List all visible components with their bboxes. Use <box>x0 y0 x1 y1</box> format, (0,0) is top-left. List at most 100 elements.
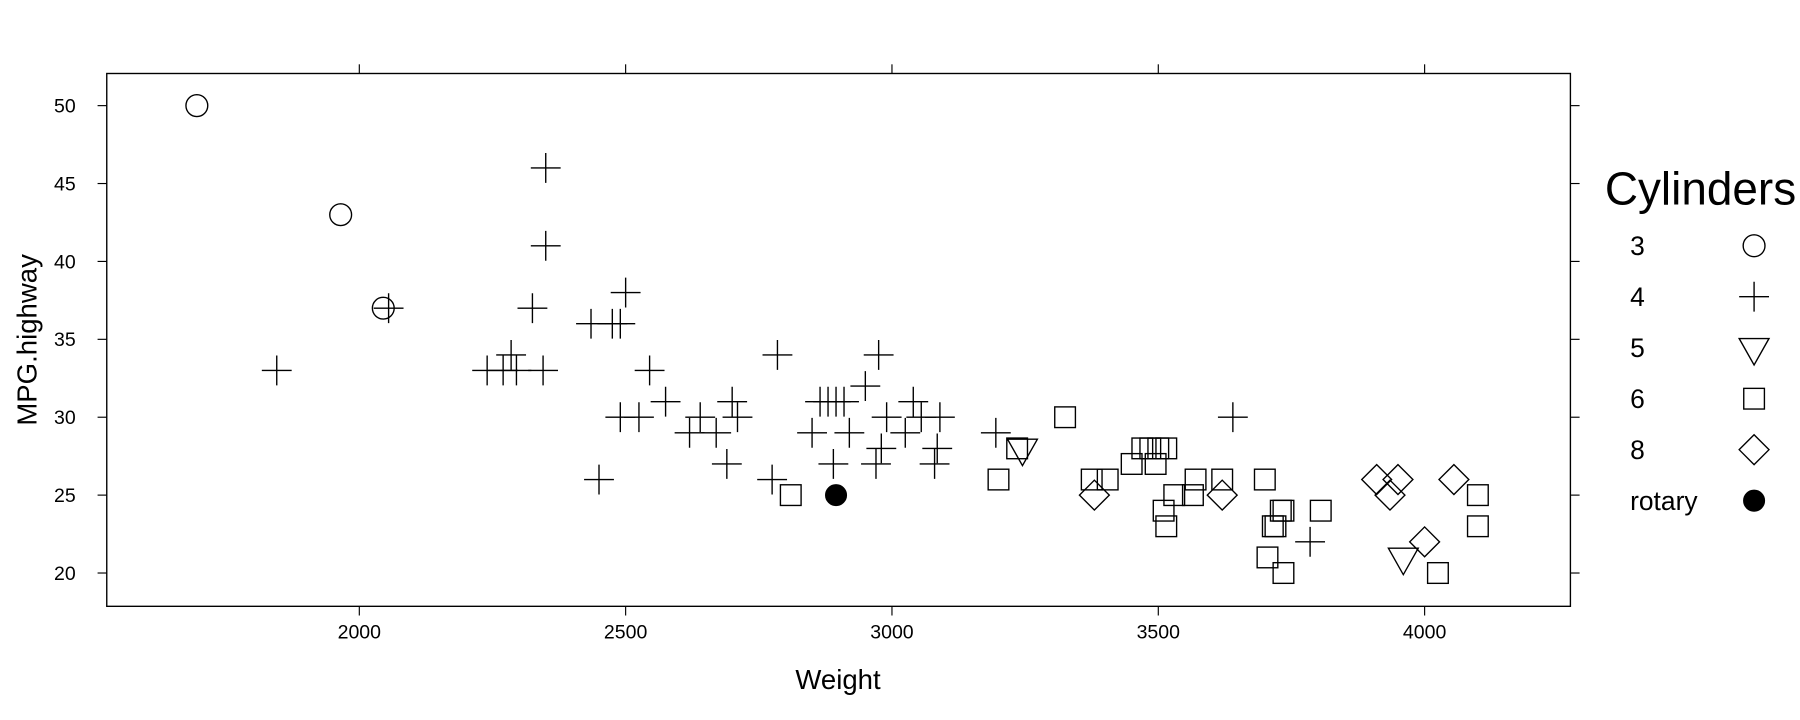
filled-circle-marker <box>825 484 848 507</box>
plus-marker <box>530 230 561 261</box>
plus-marker <box>818 449 849 479</box>
circle-marker <box>1742 234 1766 258</box>
square-marker <box>1466 484 1489 507</box>
diamond-marker <box>1438 463 1470 496</box>
plus-marker <box>717 386 748 417</box>
plus-marker <box>850 371 881 401</box>
x-axis-label: Weight <box>795 664 881 695</box>
circle-marker <box>185 94 209 118</box>
plus-marker <box>634 355 665 386</box>
plus-marker <box>722 402 753 433</box>
plus-marker <box>861 449 891 479</box>
legend-label: 5 <box>1630 333 1645 363</box>
plus-marker <box>797 417 827 448</box>
plot-frame <box>106 72 1572 608</box>
plus-marker <box>528 355 558 386</box>
square-marker <box>987 468 1010 491</box>
y-tick-label: 30 <box>54 407 76 429</box>
square-marker <box>779 484 802 507</box>
plus-marker <box>863 339 894 370</box>
y-tick-label: 25 <box>54 485 76 507</box>
triangle-down-marker <box>1387 547 1420 577</box>
square-marker <box>1211 468 1234 491</box>
y-tick-label: 45 <box>54 173 76 195</box>
plus-marker <box>605 308 636 339</box>
square-marker <box>1256 546 1279 569</box>
circle-marker <box>329 203 353 227</box>
square-marker <box>1309 499 1332 522</box>
plus-marker <box>898 386 929 417</box>
legend: Cylinders 3 4 5 6 8 rotary <box>1605 162 1796 515</box>
plus-marker <box>701 417 732 448</box>
filled-circle-marker <box>1743 489 1766 512</box>
plus-marker <box>871 402 902 433</box>
square-marker <box>1466 515 1489 538</box>
diamond-marker <box>1382 463 1414 496</box>
diamond-marker <box>1374 479 1406 512</box>
x-tick-label: 4000 <box>1403 621 1447 643</box>
square-marker <box>1272 499 1295 522</box>
x-tick-label: 3000 <box>870 621 914 643</box>
plus-marker <box>501 355 532 386</box>
square-marker <box>1155 515 1178 538</box>
triangle-down-marker <box>1006 438 1039 468</box>
x-tick-label: 2500 <box>604 621 648 643</box>
plus-marker <box>1295 526 1326 557</box>
plus-marker <box>924 402 955 433</box>
square-marker <box>1006 437 1029 460</box>
plus-marker <box>1739 281 1770 312</box>
square-marker <box>1181 484 1204 507</box>
plus-marker <box>650 386 681 417</box>
x-tick-label: 3500 <box>1137 621 1181 643</box>
y-tick-label: 20 <box>54 563 76 585</box>
plus-marker <box>922 433 953 464</box>
legend-label: rotary <box>1630 486 1698 516</box>
plus-marker <box>890 417 921 448</box>
diamond-marker <box>1078 479 1111 512</box>
plus-marker <box>919 449 950 479</box>
y-axis-label: MPG.highway <box>12 254 43 426</box>
data-points <box>185 94 1489 585</box>
square-marker <box>1253 468 1276 491</box>
plus-marker <box>584 464 614 495</box>
square-marker <box>1080 468 1103 491</box>
x-tick-label: 2000 <box>338 621 382 643</box>
plus-marker <box>530 153 561 183</box>
legend-label: 3 <box>1630 231 1645 261</box>
square-marker <box>1163 484 1186 507</box>
plus-marker <box>1217 402 1248 433</box>
plus-marker <box>674 417 705 448</box>
x-axis: 2000 2500 3000 3500 4000 <box>338 64 1447 643</box>
plus-marker <box>610 277 641 308</box>
plus-marker <box>261 355 292 386</box>
y-tick-label: 40 <box>54 251 76 273</box>
square-marker <box>1096 468 1119 491</box>
plus-marker <box>829 386 859 417</box>
plus-marker <box>866 433 897 464</box>
plus-marker <box>685 402 716 433</box>
legend-label: 4 <box>1630 282 1645 312</box>
plus-marker <box>757 464 788 495</box>
legend-title: Cylinders <box>1605 162 1796 214</box>
plus-marker <box>980 417 1011 448</box>
square-marker <box>1264 515 1287 538</box>
plus-marker <box>373 293 404 324</box>
legend-label: 6 <box>1630 384 1645 414</box>
plus-marker <box>496 339 527 370</box>
plus-marker <box>762 339 793 370</box>
y-tick-label: 50 <box>54 96 76 118</box>
square-marker <box>1743 387 1766 410</box>
diamond-marker <box>1408 525 1441 558</box>
y-tick-label: 35 <box>54 329 76 351</box>
square-marker <box>1155 437 1178 460</box>
legend-label: 8 <box>1630 435 1645 465</box>
diamond-marker <box>1738 433 1770 466</box>
diamond-marker <box>1206 479 1239 512</box>
square-marker <box>1426 561 1449 585</box>
plus-marker <box>517 293 548 324</box>
plus-marker <box>624 402 654 433</box>
square-marker <box>1184 468 1207 491</box>
y-axis: 20 25 30 35 40 45 50 <box>54 96 1580 585</box>
